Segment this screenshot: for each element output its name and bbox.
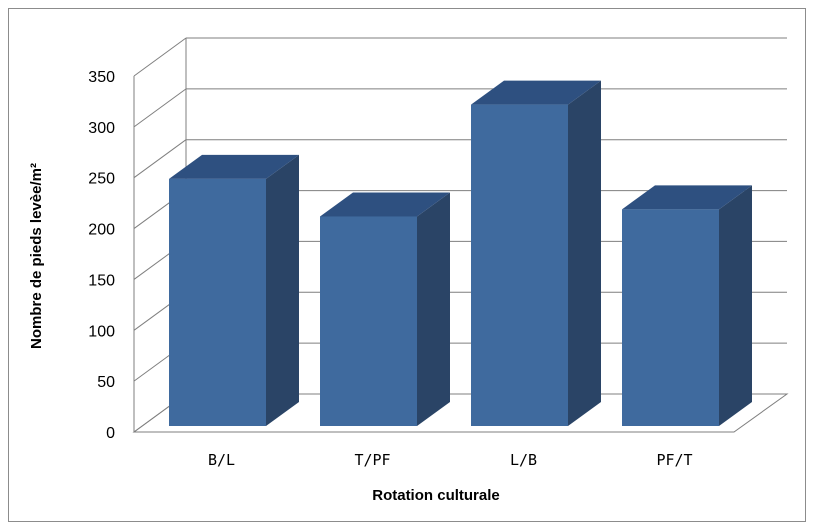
y-tick-label: 0 — [106, 425, 115, 442]
y-tick-label: 50 — [97, 374, 115, 391]
x-axis-ticks: B/L T/PF L/B PF/T — [208, 451, 693, 469]
bar — [471, 80, 601, 426]
x-tick-label: PF/T — [656, 451, 692, 469]
bar — [320, 192, 450, 426]
bar-side — [266, 154, 299, 426]
bars — [169, 80, 752, 426]
bar-side — [719, 185, 752, 426]
y-tick-label: 250 — [88, 171, 115, 188]
x-tick-label: L/B — [510, 451, 537, 469]
bar-side — [568, 80, 601, 426]
bar-side — [417, 192, 450, 426]
y-axis-ticks: 0 50 100 150 200 250 300 350 — [88, 69, 115, 442]
bar-top — [320, 192, 450, 217]
bar-front — [320, 216, 417, 426]
x-tick-label: T/PF — [354, 451, 390, 469]
bar-front — [169, 178, 266, 426]
bar — [169, 154, 299, 426]
x-axis-title: Rotation culturale — [372, 487, 500, 504]
bar-top — [169, 154, 299, 179]
gridline-diagonal — [133, 139, 187, 179]
gridline-diagonal — [133, 37, 187, 77]
y-axis-title: Nombre de pieds levèe/m² — [28, 163, 45, 349]
y-tick-label: 300 — [88, 120, 115, 137]
bar-front — [622, 209, 719, 426]
y-tick-label: 350 — [88, 69, 115, 86]
y-tick-label: 100 — [88, 323, 115, 340]
bar-top — [622, 185, 752, 210]
y-tick-label: 150 — [88, 272, 115, 289]
y-tick-label: 200 — [88, 222, 115, 239]
gridline-diagonal — [133, 88, 187, 128]
bar-front — [471, 104, 568, 426]
bar — [622, 185, 752, 426]
x-tick-label: B/L — [208, 451, 235, 469]
bar-top — [471, 80, 601, 105]
